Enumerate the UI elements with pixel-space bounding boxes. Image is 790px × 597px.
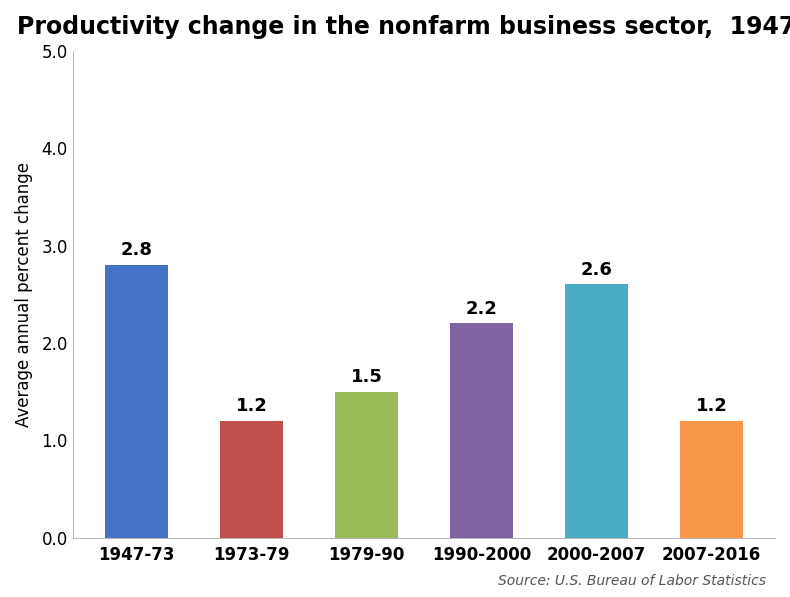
Bar xyxy=(220,421,284,538)
Text: 1.2: 1.2 xyxy=(235,397,268,415)
Bar xyxy=(565,284,628,538)
Bar xyxy=(105,265,168,538)
Text: Source: U.S. Bureau of Labor Statistics: Source: U.S. Bureau of Labor Statistics xyxy=(498,574,766,588)
Bar xyxy=(450,324,514,538)
Text: 2.6: 2.6 xyxy=(581,261,612,279)
Text: 1.5: 1.5 xyxy=(351,368,382,386)
Y-axis label: Average annual percent change: Average annual percent change xyxy=(15,162,33,427)
Text: 2.8: 2.8 xyxy=(121,241,152,259)
Text: Productivity change in the nonfarm business sector,  1947-2016: Productivity change in the nonfarm busin… xyxy=(17,15,790,39)
Text: 1.2: 1.2 xyxy=(695,397,728,415)
Bar xyxy=(335,392,398,538)
Bar xyxy=(680,421,743,538)
Text: 2.2: 2.2 xyxy=(465,300,498,318)
